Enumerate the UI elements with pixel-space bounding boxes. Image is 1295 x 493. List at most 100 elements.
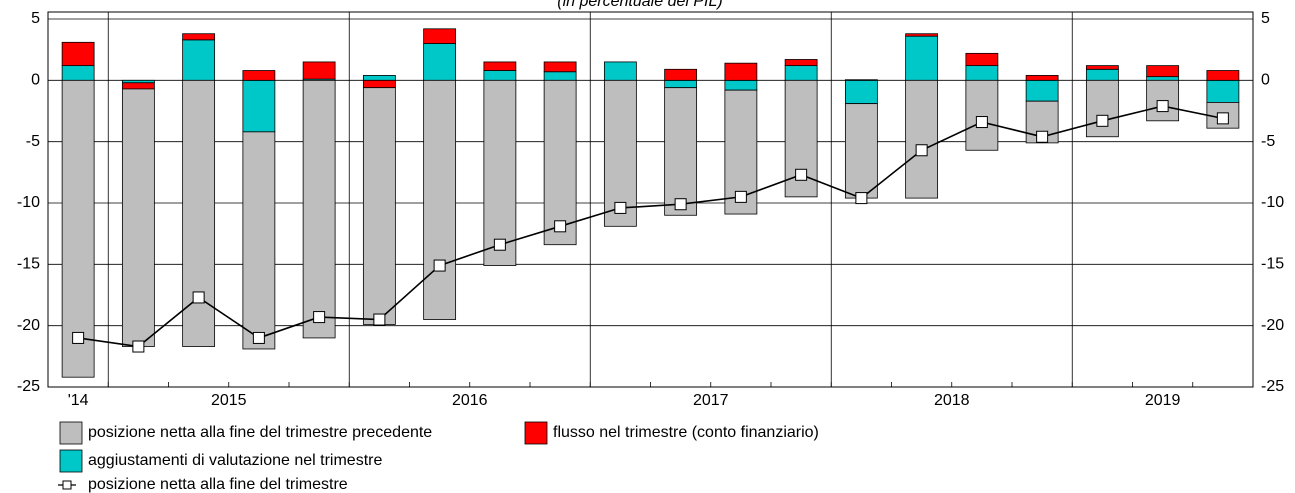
bar-segment [242,131,276,350]
bar-segment [121,82,155,90]
y2-tick-label: -15 [1261,256,1284,273]
bar-segment [1146,76,1180,81]
line-marker [493,238,506,251]
line-marker [252,331,265,344]
y2-tick-label: -20 [1261,317,1284,334]
bar-segment [784,65,818,81]
x-tick-label: 2019 [1145,392,1181,409]
y-tick-label: -15 [17,256,40,273]
bar-segment [965,52,999,67]
bar-segment [302,79,336,339]
bar-segment [1025,79,1059,102]
bar-segment [905,35,939,81]
bar-segment [1025,100,1059,144]
x-tick-label: 2015 [211,392,247,409]
bar-segment [61,79,95,378]
line-marker [313,311,326,324]
line-marker [1216,112,1229,125]
y2-tick-label: 5 [1261,10,1270,27]
bar-segment [302,61,336,80]
legend-marker [62,480,72,490]
line-marker [192,291,205,304]
y2-tick-label: -25 [1261,378,1284,395]
bar-segment [483,61,517,71]
x-tick-label: '14 [68,392,89,409]
bar-segment [182,33,216,41]
bar-segment [242,79,276,133]
bar-segment [844,79,878,105]
line-marker [614,201,627,214]
plot-frame [47,11,1254,388]
bar-segment [543,71,577,81]
bar-segment [603,61,637,81]
bar-segment [724,62,758,81]
bar-segment [784,59,818,67]
line-marker [1096,114,1109,127]
line-marker [72,331,85,344]
bar-segment [423,79,457,320]
line-marker [855,192,868,205]
chart-subtitle: (in percentuale del PIL) [557,0,722,10]
line-marker [915,144,928,157]
legend-label: aggiustamenti di valutazione nel trimest… [88,452,382,469]
y-tick-label: -25 [17,378,40,395]
bar-segment [905,33,939,37]
bar-segment [362,87,396,325]
bar-segment [844,79,878,81]
bar-segment [362,79,396,89]
y-tick-label: -10 [17,194,40,211]
legend-swatch [59,421,83,445]
bar-segment [483,70,517,81]
line-marker [795,168,808,181]
line-marker [132,340,145,353]
line-marker [674,198,687,211]
line-marker [734,190,747,203]
x-tick-label: 2016 [452,392,488,409]
bar-segment [1085,79,1119,138]
y2-tick-label: 0 [1261,72,1270,89]
bar-segment [724,79,758,91]
line-marker [554,220,567,233]
line-marker [1036,130,1049,143]
x-tick-label: 2017 [693,392,729,409]
line-series [78,105,1224,348]
y2-tick-label: -5 [1261,133,1275,150]
y-tick-label: 5 [31,10,40,27]
legend-swatch [59,449,83,473]
bar-segment [1085,68,1119,81]
bar-segment [543,61,577,73]
bar-segment [664,87,698,216]
bar-segment [543,79,577,246]
bar-segment [423,28,457,44]
bar-segment [965,79,999,151]
bar-segment [61,65,95,81]
legend-swatch [524,421,548,445]
bar-segment [844,103,878,199]
line-marker [1156,100,1169,113]
legend-label: posizione netta alla fine del trimestre … [88,424,432,441]
bar-segment [182,39,216,81]
bar-segment [1085,65,1119,70]
bar-segment [905,79,939,199]
line-marker [373,313,386,326]
y2-tick-label: -10 [1261,194,1284,211]
bar-segment [362,75,396,81]
bar-segment [1146,65,1180,78]
bar-segment [965,65,999,81]
x-tick-label: 2018 [934,392,970,409]
bar-segment [121,88,155,347]
bar-segment [664,68,698,81]
bar-segment [242,70,276,81]
y-tick-label: -20 [17,317,40,334]
bar-segment [423,43,457,81]
bar-segment [61,41,95,67]
line-marker [433,259,446,272]
bar-segment [483,79,517,266]
y-tick-label: 0 [31,72,40,89]
bar-segment [1206,70,1240,81]
bar-segment [664,79,698,89]
legend-label: flusso nel trimestre (conto finanziario) [553,424,819,441]
legend-label: posizione netta alla fine del trimestre [88,476,348,493]
